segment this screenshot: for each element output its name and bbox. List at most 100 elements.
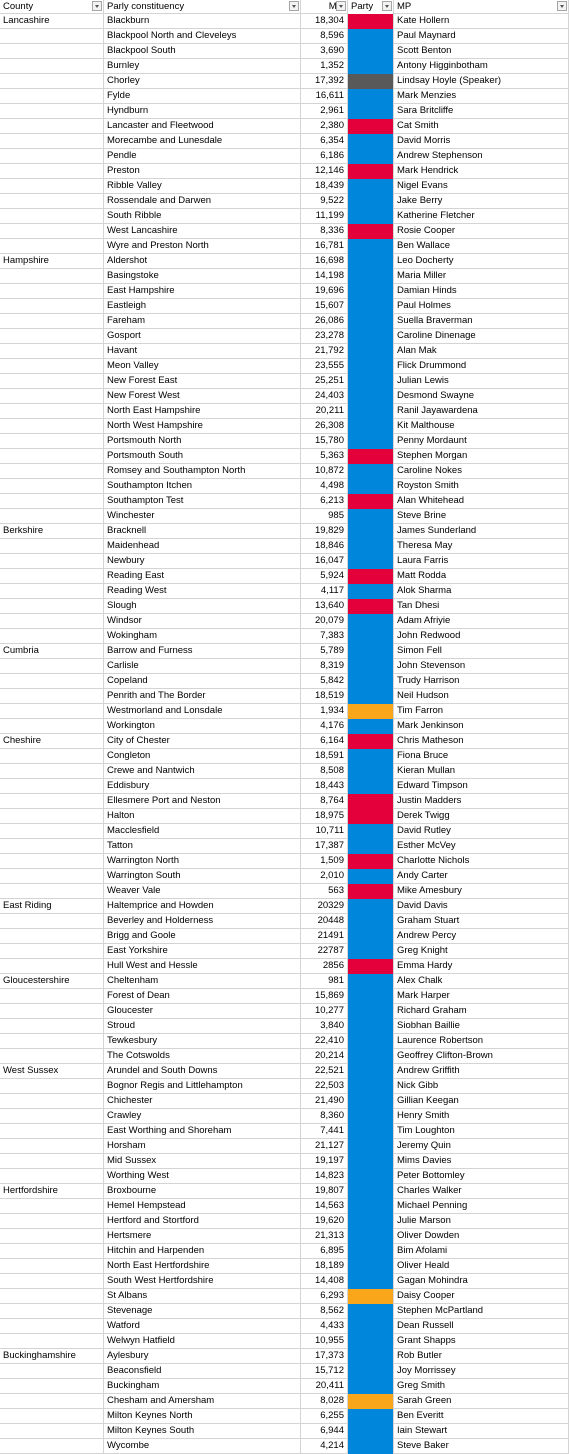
county-cell bbox=[0, 614, 104, 629]
mp-cell: Desmond Swayne bbox=[394, 389, 569, 404]
county-cell: Cheshire bbox=[0, 734, 104, 749]
header-text: Party bbox=[351, 1, 374, 12]
county-cell bbox=[0, 479, 104, 494]
table-row: Portsmouth South 5,363 Stephen Morgan bbox=[0, 449, 569, 464]
mp-cell: Stephen Morgan bbox=[394, 449, 569, 464]
majority-cell: 15,869 bbox=[301, 989, 348, 1004]
filter-button[interactable] bbox=[557, 1, 567, 11]
majority-cell: 18,591 bbox=[301, 749, 348, 764]
mp-cell: Rosie Cooper bbox=[394, 224, 569, 239]
county-cell bbox=[0, 284, 104, 299]
majority-cell: 22787 bbox=[301, 944, 348, 959]
constituency-cell: Halton bbox=[104, 809, 301, 824]
filter-button[interactable] bbox=[336, 1, 346, 11]
party-cell bbox=[348, 329, 394, 344]
party-cell bbox=[348, 1229, 394, 1244]
majority-cell: 22,503 bbox=[301, 1079, 348, 1094]
county-cell bbox=[0, 494, 104, 509]
party-cell bbox=[348, 1184, 394, 1199]
county-cell bbox=[0, 449, 104, 464]
table-row: Cheshire City of Chester 6,164 Chris Mathes… bbox=[0, 734, 569, 749]
table-row: Chesham and Amersham 8,028 Sarah Green bbox=[0, 1394, 569, 1409]
county-cell bbox=[0, 1169, 104, 1184]
mp-cell: Grant Shapps bbox=[394, 1334, 569, 1349]
constituency-cell: Wokingham bbox=[104, 629, 301, 644]
party-cell bbox=[348, 74, 394, 89]
party-cell bbox=[348, 1034, 394, 1049]
header-text: County bbox=[3, 1, 34, 12]
party-cell bbox=[348, 1259, 394, 1274]
majority-cell: 4,498 bbox=[301, 479, 348, 494]
majority-cell: 1,509 bbox=[301, 854, 348, 869]
mp-cell: Flick Drummond bbox=[394, 359, 569, 374]
county-cell bbox=[0, 584, 104, 599]
county-cell bbox=[0, 1094, 104, 1109]
majority-cell: 25,251 bbox=[301, 374, 348, 389]
mp-cell: John Redwood bbox=[394, 629, 569, 644]
table-row: Chichester 21,490 Gillian Keegan bbox=[0, 1094, 569, 1109]
constituency-cell: Blackpool South bbox=[104, 44, 301, 59]
constituency-cell: Hyndburn bbox=[104, 104, 301, 119]
filter-button[interactable] bbox=[92, 1, 102, 11]
constituency-cell: Southampton Test bbox=[104, 494, 301, 509]
party-cell bbox=[348, 674, 394, 689]
majority-cell: 7,383 bbox=[301, 629, 348, 644]
majority-cell: 18,439 bbox=[301, 179, 348, 194]
mp-cell: David Rutley bbox=[394, 824, 569, 839]
mp-cell: Steve Baker bbox=[394, 1439, 569, 1454]
filter-button[interactable] bbox=[289, 1, 299, 11]
party-cell bbox=[348, 1379, 394, 1394]
majority-cell: 20,214 bbox=[301, 1049, 348, 1064]
table-row: Reading East 5,924 Matt Rodda bbox=[0, 569, 569, 584]
majority-cell: 22,521 bbox=[301, 1064, 348, 1079]
county-cell bbox=[0, 59, 104, 74]
majority-cell: 22,410 bbox=[301, 1034, 348, 1049]
mp-cell: Michael Penning bbox=[394, 1199, 569, 1214]
party-cell bbox=[348, 149, 394, 164]
constituency-cell: East Worthing and Shoreham bbox=[104, 1124, 301, 1139]
mp-cell: Mike Amesbury bbox=[394, 884, 569, 899]
constituency-cell: Cheltenham bbox=[104, 974, 301, 989]
party-cell bbox=[348, 1394, 394, 1409]
party-cell bbox=[348, 869, 394, 884]
constituency-cell: Wyre and Preston North bbox=[104, 239, 301, 254]
majority-cell: 6,213 bbox=[301, 494, 348, 509]
county-cell bbox=[0, 764, 104, 779]
table-row: Weaver Vale 563 Mike Amesbury bbox=[0, 884, 569, 899]
party-cell bbox=[348, 1199, 394, 1214]
table-row: Pendle 6,186 Andrew Stephenson bbox=[0, 149, 569, 164]
table-row: North East Hampshire 20,211 Ranil Jayaward… bbox=[0, 404, 569, 419]
party-cell bbox=[348, 1139, 394, 1154]
mp-cell: Emma Hardy bbox=[394, 959, 569, 974]
mp-cell: Alan Mak bbox=[394, 344, 569, 359]
party-cell bbox=[348, 1094, 394, 1109]
table-row: Milton Keynes North 6,255 Ben Everitt bbox=[0, 1409, 569, 1424]
party-cell bbox=[348, 929, 394, 944]
mp-cell: James Sunderland bbox=[394, 524, 569, 539]
mp-cell: Chris Matheson bbox=[394, 734, 569, 749]
majority-cell: 2,380 bbox=[301, 119, 348, 134]
majority-cell: 5,363 bbox=[301, 449, 348, 464]
majority-cell: 6,293 bbox=[301, 1289, 348, 1304]
mp-cell: Simon Fell bbox=[394, 644, 569, 659]
majority-cell: 24,403 bbox=[301, 389, 348, 404]
constituency-cell: Haltemprice and Howden bbox=[104, 899, 301, 914]
table-row: Hitchin and Harpenden 6,895 Bim Afolami bbox=[0, 1244, 569, 1259]
constituency-cell: Brigg and Goole bbox=[104, 929, 301, 944]
county-cell bbox=[0, 1379, 104, 1394]
header-text: MP bbox=[397, 1, 412, 12]
party-cell bbox=[348, 644, 394, 659]
filter-button[interactable] bbox=[382, 1, 392, 11]
table-row: Macclesfield 10,711 David Rutley bbox=[0, 824, 569, 839]
constituency-cell: Rossendale and Darwen bbox=[104, 194, 301, 209]
majority-cell: 16,047 bbox=[301, 554, 348, 569]
party-cell bbox=[348, 299, 394, 314]
county-cell bbox=[0, 1229, 104, 1244]
party-cell bbox=[348, 449, 394, 464]
party-cell bbox=[348, 419, 394, 434]
table-row: Buckinghamshire Aylesbury 17,373 Rob Butler bbox=[0, 1349, 569, 1364]
constituency-cell: Fareham bbox=[104, 314, 301, 329]
table-row: Workington 4,176 Mark Jenkinson bbox=[0, 719, 569, 734]
party-cell bbox=[348, 824, 394, 839]
